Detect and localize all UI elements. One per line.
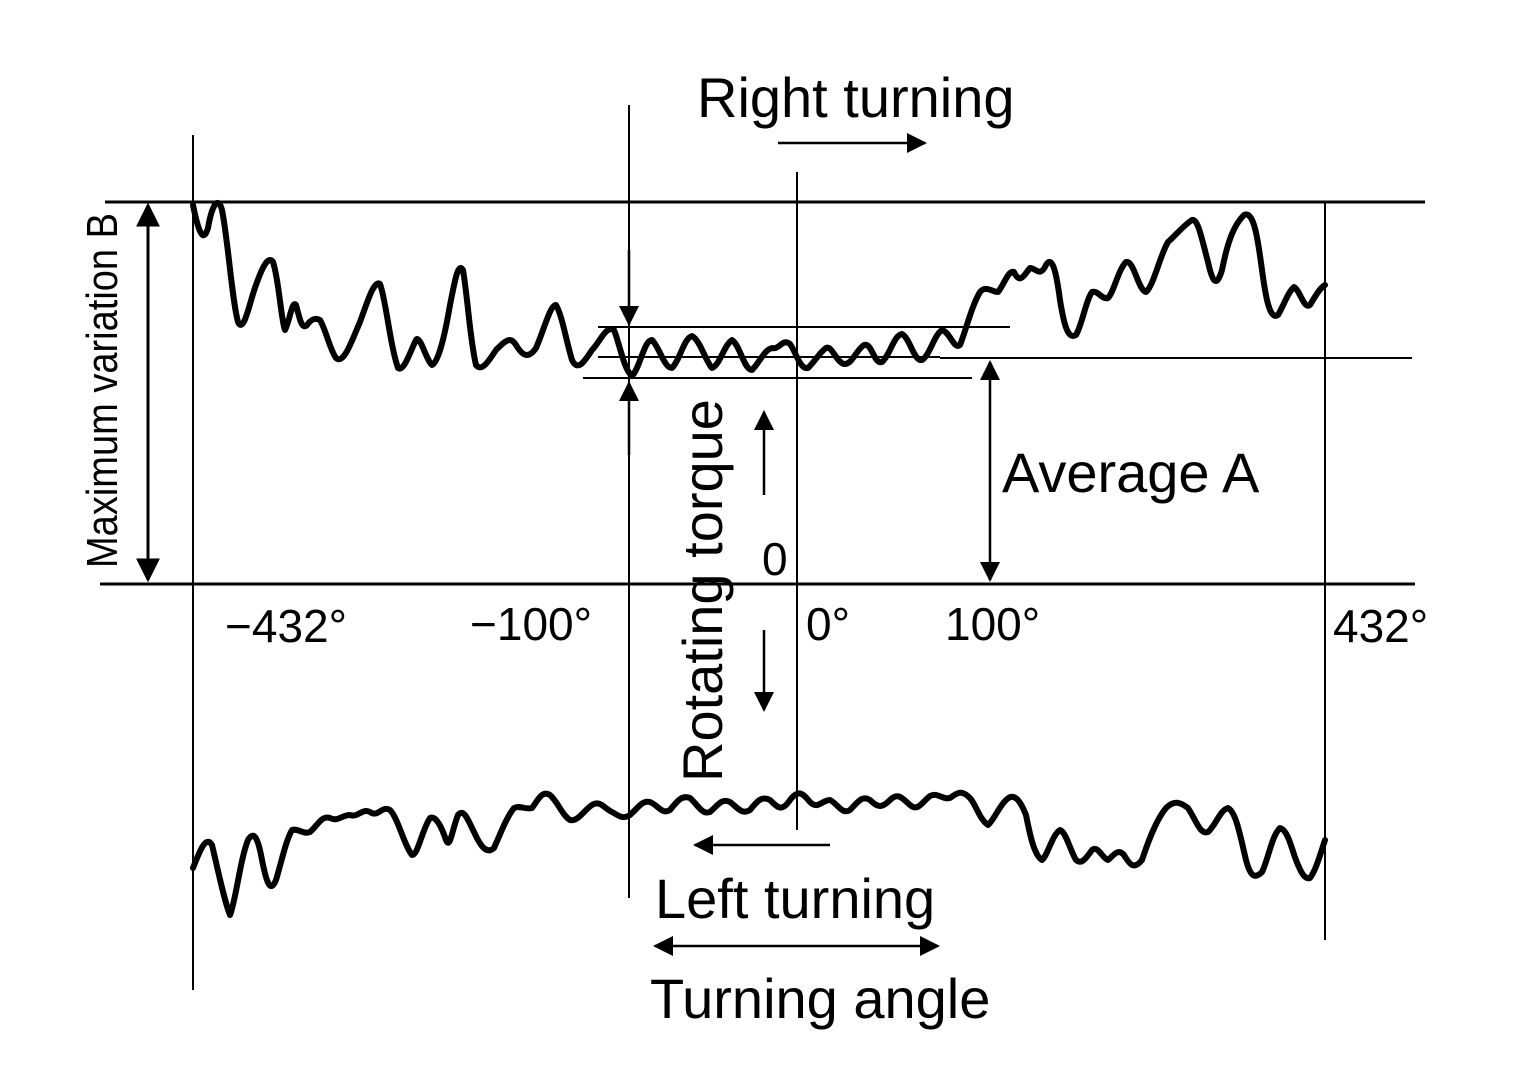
tick-zero-deg: 0° — [806, 598, 850, 650]
left-turning-torque-curve — [190, 789, 1328, 918]
rotating-torque-label: Rotating torque — [671, 399, 734, 782]
tick-plus-100: 100° — [945, 598, 1040, 650]
tick-plus-432: 432° — [1333, 600, 1428, 652]
left-turning-label: Left turning — [655, 867, 935, 930]
average-a-label: Average A — [1002, 441, 1260, 504]
tick-minus-100: −100° — [470, 598, 592, 650]
turning-angle-label: Turning angle — [650, 967, 990, 1030]
right-turning-torque-curve — [190, 200, 1328, 379]
maximum-variation-b-label: Maximum variation B — [78, 213, 127, 568]
zero-torque-label: 0 — [762, 533, 788, 585]
right-turning-label: Right turning — [697, 66, 1015, 129]
tick-minus-432: −432° — [225, 600, 347, 652]
